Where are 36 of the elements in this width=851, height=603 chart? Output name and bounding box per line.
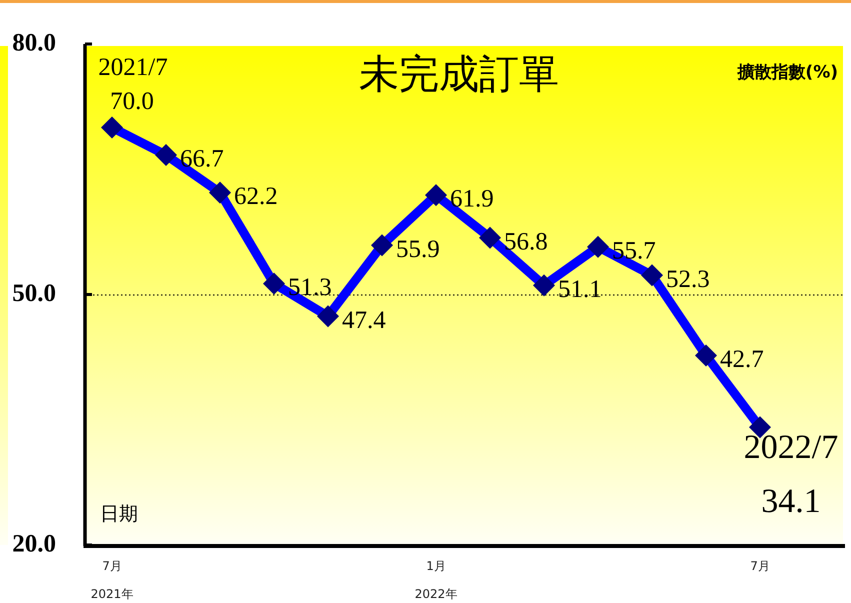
data-label: 55.9	[396, 236, 440, 263]
data-label: 55.7	[612, 237, 656, 264]
point	[479, 226, 501, 249]
y-tick-label: 80.0	[12, 29, 56, 56]
data-label: 51.3	[288, 274, 332, 302]
annotation: 2021/7	[98, 54, 168, 82]
point	[587, 236, 609, 258]
data-label: 66.7	[180, 146, 224, 173]
point	[425, 184, 447, 206]
data-label: 62.2	[234, 183, 278, 210]
data-label: 56.8	[504, 228, 548, 256]
data-label: 52.3	[666, 266, 710, 293]
point	[695, 344, 717, 366]
data-label: 47.4	[342, 306, 386, 334]
y-tick-label: 50.0	[12, 280, 56, 307]
point	[101, 116, 123, 138]
point	[371, 234, 393, 256]
chart-title: 未完成訂單	[359, 51, 559, 98]
point	[533, 274, 555, 296]
data-label: 42.7	[720, 346, 764, 374]
data-label: 34.1	[761, 483, 821, 520]
data-label: 70.0	[110, 88, 154, 116]
data-label: 51.1	[558, 276, 602, 303]
data-label: 61.9	[450, 186, 494, 213]
point	[155, 144, 177, 166]
y-tick-label: 20.0	[12, 530, 56, 558]
point	[263, 272, 285, 295]
y-axis-title: 擴散指數(%)	[736, 62, 838, 82]
point	[317, 305, 339, 328]
x-tick-label: 7月 2021年	[90, 559, 134, 602]
annotation: 2022/7	[744, 429, 838, 466]
point	[641, 264, 663, 286]
x-axis-title: 日期	[100, 502, 138, 525]
x-tick-label: 7月	[750, 559, 770, 574]
x-tick-label: 1月 2022年	[414, 559, 458, 602]
point	[209, 182, 231, 204]
